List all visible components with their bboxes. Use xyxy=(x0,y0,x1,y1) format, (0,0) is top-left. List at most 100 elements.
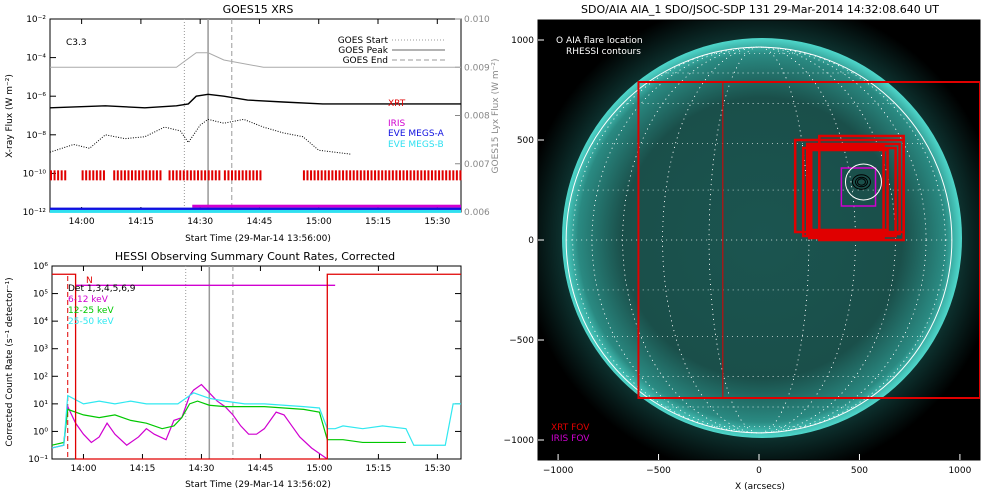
xrt-coverage-tick-2 xyxy=(138,170,141,181)
xrt-coverage-tick-5 xyxy=(334,170,337,181)
xrt-coverage-tick-5 xyxy=(445,170,448,181)
hessi-title: HESSI Observing Summary Count Rates, Cor… xyxy=(115,250,395,263)
goes-axes: 14:00 14:15 14:30 14:45 15:00 15:15 15:30 10⁻¹²… xyxy=(23,15,490,227)
goes-ylabel-right: GOES15 Lyx Flux (W m⁻²) xyxy=(491,59,501,174)
hessi-det-label: Det 1,3,4,5,6,9 xyxy=(68,284,136,294)
xrt-coverage-tick-5 xyxy=(427,170,430,181)
aia-ytick-label-1: −500 xyxy=(509,336,534,346)
xrt-coverage-tick-1 xyxy=(88,170,91,181)
hessi-xtick-label-6: 15:30 xyxy=(424,464,450,474)
xrt-coverage-tick-5 xyxy=(420,170,423,181)
xrt-coverage-tick-5 xyxy=(313,170,316,181)
iris-coverage-bar-0 xyxy=(192,204,461,208)
xrt-coverage-tick-5 xyxy=(345,170,348,181)
xrt-coverage-tick-5 xyxy=(381,170,384,181)
aia-xtick-label-0: −1000 xyxy=(543,466,574,476)
xrt-coverage-tick-5 xyxy=(370,170,373,181)
hessi-ytick-label-1: 10⁰ xyxy=(33,427,48,437)
xrt-coverage-tick-2 xyxy=(155,170,158,181)
goes-xtick-label-0: 14:00 xyxy=(69,217,95,227)
xrt-coverage-tick-3 xyxy=(200,170,203,181)
hessi-xtick-label-4: 15:00 xyxy=(306,464,332,474)
xrt-coverage-tick-3 xyxy=(214,170,217,181)
aia-ytick-label-4: 1000 xyxy=(511,36,534,46)
xrt-coverage-tick-3 xyxy=(172,170,175,181)
xrt-coverage-tick-4 xyxy=(230,170,233,181)
hessi-xtick-label-1: 14:15 xyxy=(129,464,155,474)
aia-title: SDO/AIA AIA_1 SDO/JSOC-SDP 131 29-Mar-20… xyxy=(581,3,939,16)
xrt-coverage-tick-2 xyxy=(148,170,151,181)
xrt-coverage-tick-1 xyxy=(92,170,95,181)
aia-panel: SDO/AIA AIA_1 SDO/JSOC-SDP 131 29-Mar-20… xyxy=(504,3,981,492)
hessi-night-marker: N xyxy=(86,276,93,286)
aia-xtick-label-4: 1000 xyxy=(948,466,971,476)
xrt-coverage-tick-5 xyxy=(455,170,458,181)
xrt-coverage-tick-5 xyxy=(438,170,441,181)
xrt-coverage-tick-4 xyxy=(259,170,262,181)
xrt-fov-small-5 xyxy=(807,144,885,240)
xrt-coverage-tick-3 xyxy=(204,170,207,181)
xrt-coverage-tick-5 xyxy=(342,170,345,181)
aia-xtick-label-1: −500 xyxy=(646,466,671,476)
xrt-coverage-tick-2 xyxy=(145,170,148,181)
goes-data xyxy=(49,19,462,213)
xrt-coverage-tick-5 xyxy=(398,170,401,181)
goes-ytick-right-label-1: 0.007 xyxy=(464,160,490,170)
hessi-25-50-line xyxy=(51,392,461,449)
instrument-label-megsa: EVE MEGS-A xyxy=(388,129,445,139)
aia-overlays xyxy=(565,46,980,434)
xrt-coverage-tick-3 xyxy=(179,170,182,181)
xrt-coverage-tick-4 xyxy=(248,170,251,181)
rhessi-contour-0 xyxy=(851,174,871,190)
xrt-coverage-tick-1 xyxy=(102,170,105,181)
goes-short-line xyxy=(49,118,351,155)
longitude-grid-line xyxy=(662,46,856,434)
xrt-coverage-tick-3 xyxy=(193,170,196,181)
instrument-label-xrt: XRT xyxy=(388,99,406,109)
goes-xtick-label-5: 15:15 xyxy=(365,217,391,227)
aia-legend-flare-location: O AIA flare location xyxy=(556,36,643,46)
goes-ytick-label-1: 10⁻¹⁰ xyxy=(23,169,47,179)
goes-ytick-right-label-0: 0.006 xyxy=(464,208,490,218)
xrt-coverage-tick-2 xyxy=(113,170,116,181)
xrt-coverage-tick-5 xyxy=(452,170,455,181)
xrt-coverage-tick-5 xyxy=(352,170,355,181)
iris-fov-0 xyxy=(840,167,877,207)
goes-ytick-label-3: 10⁻⁶ xyxy=(26,92,46,102)
xrt-coverage-tick-5 xyxy=(356,170,359,181)
xrt-coverage-tick-5 xyxy=(324,170,327,181)
hessi-saa-line xyxy=(52,273,461,460)
hessi-plot-frame xyxy=(51,265,462,460)
goes-xtick-label-1: 14:15 xyxy=(128,217,154,227)
xrt-coverage-tick-4 xyxy=(227,170,230,181)
aia-xtick-label-2: 0 xyxy=(756,466,762,476)
xrt-coverage-tick-5 xyxy=(413,170,416,181)
xrt-coverage-tick-4 xyxy=(245,170,248,181)
aia-xlabel: X (arcsecs) xyxy=(735,482,785,492)
goes-xtick-label-6: 15:30 xyxy=(424,217,450,227)
xrt-coverage-tick-2 xyxy=(152,170,155,181)
goes-legend: GOES Start GOES Peak GOES End xyxy=(338,36,445,66)
xrt-coverage-tick-0 xyxy=(60,170,63,181)
goes-xlabel: Start Time (29-Mar-14 13:56:00) xyxy=(185,234,331,244)
hessi-ytick-label-5: 10⁴ xyxy=(33,317,48,327)
xrt-coverage-tick-5 xyxy=(377,170,380,181)
xrt-coverage-tick-5 xyxy=(331,170,334,181)
xrt-coverage-tick-3 xyxy=(175,170,178,181)
xrt-coverage-tick-4 xyxy=(234,170,237,181)
hessi-ytick-label-2: 10¹ xyxy=(33,400,48,410)
xrt-coverage-tick-4 xyxy=(238,170,241,181)
xrt-coverage-tick-2 xyxy=(141,170,144,181)
xrt-coverage-tick-4 xyxy=(255,170,258,181)
xrt-coverage-tick-5 xyxy=(416,170,419,181)
hessi-panel: HESSI Observing Summary Count Rates, Cor… xyxy=(5,250,462,490)
hessi-xtick-label-5: 15:15 xyxy=(365,464,391,474)
instrument-label-iris: IRIS xyxy=(388,119,406,129)
xrt-coverage-tick-3 xyxy=(207,170,210,181)
goes-xtick-label-2: 14:30 xyxy=(187,217,213,227)
xrt-coverage-tick-5 xyxy=(430,170,433,181)
xrt-coverage-tick-5 xyxy=(338,170,341,181)
aia-ytick-label-3: 500 xyxy=(517,136,534,146)
goes-long-line xyxy=(49,93,461,109)
hessi-xtick-label-3: 14:45 xyxy=(247,464,273,474)
